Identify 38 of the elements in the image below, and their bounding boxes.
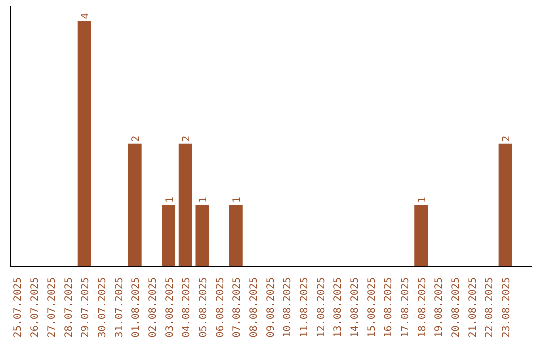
x-tick-label: 25.07.2025: [13, 277, 24, 338]
data-label: 1: [232, 197, 244, 204]
x-tick-label: 16.08.2025: [384, 277, 395, 338]
x-tick-label: 01.08.2025: [131, 277, 142, 338]
x-tick-label: 14.08.2025: [350, 277, 362, 338]
x-tick-label: 02.08.2025: [148, 277, 159, 338]
x-tick-label: 07.08.2025: [232, 277, 244, 338]
x-tick-label: 20.08.2025: [451, 277, 462, 338]
x-tick-label: 15.08.2025: [366, 277, 378, 338]
x-tick-label: 13.08.2025: [333, 277, 344, 338]
x-tick-label: 19.08.2025: [434, 277, 446, 338]
x-tick-label: 05.08.2025: [198, 277, 210, 338]
x-tick-label: 04.08.2025: [182, 277, 193, 338]
x-tick-label: 18.08.2025: [417, 277, 428, 338]
x-tick-label: 12.08.2025: [316, 277, 328, 338]
x-tick-label: 06.08.2025: [215, 277, 226, 338]
x-tick-label: 23.08.2025: [502, 277, 513, 338]
x-tick-label: 21.08.2025: [468, 277, 479, 338]
x-tick-label: 17.08.2025: [400, 277, 412, 338]
x-tick-label: 29.07.2025: [80, 277, 92, 338]
x-tick-label: 22.08.2025: [484, 277, 496, 338]
data-label: 1: [417, 197, 428, 204]
x-tick-label: 27.07.2025: [46, 277, 58, 338]
data-label: 4: [80, 13, 92, 20]
x-tick-label: 31.07.2025: [114, 277, 126, 338]
x-tick-label: 30.07.2025: [97, 277, 108, 338]
data-label: 2: [182, 136, 193, 142]
data-label: 1: [164, 197, 176, 204]
x-tick-label: 08.08.2025: [248, 277, 260, 338]
x-tick-label: 10.08.2025: [282, 277, 294, 338]
data-label: 1: [198, 197, 210, 204]
data-label: 2: [502, 136, 513, 142]
x-tick-label: 26.07.2025: [30, 277, 42, 338]
x-tick-label: 28.07.2025: [64, 277, 75, 338]
data-label: 2: [131, 136, 142, 142]
x-tick-label: 09.08.2025: [266, 277, 277, 338]
x-tick-label: 03.08.2025: [164, 277, 176, 338]
x-tick-label: 11.08.2025: [299, 277, 310, 338]
